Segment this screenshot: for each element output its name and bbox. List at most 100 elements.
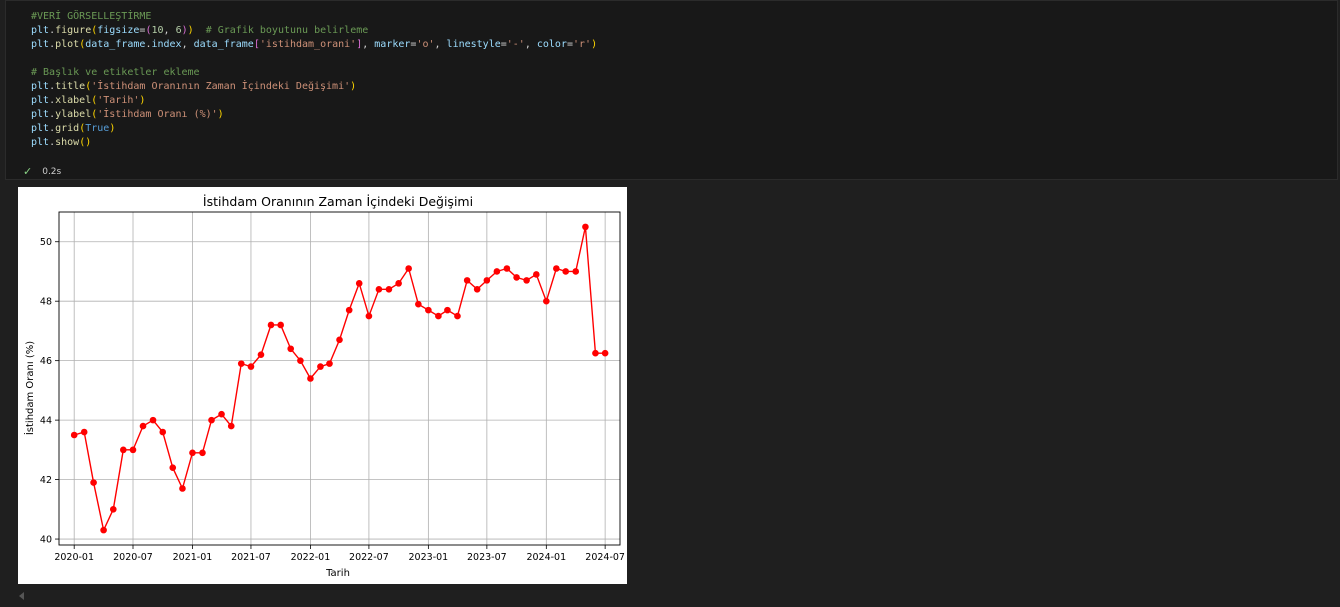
data-point [120,446,127,454]
code-token: show [55,137,80,148]
data-point [307,375,314,382]
code-token: ( [85,81,92,92]
x-axis-label: Tarih [325,568,350,579]
x-tick-label: 2024-01 [526,552,566,563]
data-point [129,446,137,454]
code-token: . [49,137,56,148]
code-token: 'o' [416,39,435,50]
data-point [454,312,461,320]
code-token: 'İstihdam Oranının Zaman İçindeki Değişi… [91,81,351,92]
data-point [237,360,245,367]
data-point [601,349,609,357]
code-token: 'istihdam_orani' [259,39,357,50]
code-token: plt [31,95,50,106]
data-point [109,506,117,513]
code-cell[interactable]: #VERİ GÖRSELLEŞTİRME plt.figure(figsize=(… [5,0,1338,180]
data-point [218,410,225,418]
x-tick-label: 2024-07 [585,552,625,563]
x-tick-label: 2021-01 [173,552,213,563]
code-token: , [181,39,194,50]
code-token: ) [217,109,224,120]
code-line: plt.show() [31,136,597,150]
data-point [533,271,540,278]
code-token: . [49,81,56,92]
code-token: . [49,123,56,134]
data-point [100,526,107,534]
y-tick-label: 46 [40,356,52,367]
code-token: ( [145,25,152,36]
data-point [444,306,451,314]
code-token: ) [181,25,188,36]
code-token: . [49,109,56,120]
data-point [425,306,432,314]
code-token: , [434,39,447,50]
code-token: '-' [506,39,525,50]
code-token: = [566,39,574,50]
data-point [523,277,530,284]
data-point [385,286,393,293]
code-line: #VERİ GÖRSELLEŞTİRME [31,10,597,24]
code-token: ( [79,123,86,134]
y-tick-label: 44 [40,416,52,427]
code-token: data_frame [85,39,146,50]
code-token: = [139,25,146,36]
data-point [139,422,147,430]
code-token: 'İstihdam Oranı (%)' [97,109,218,120]
code-token: . [49,95,56,106]
check-icon: ✓ [23,165,33,178]
code-editor[interactable]: #VERİ GÖRSELLEŞTİRME plt.figure(figsize=(… [31,10,597,150]
data-point [317,363,324,370]
y-tick-label: 50 [40,237,52,248]
x-tick-label: 2020-07 [113,552,153,563]
code-token: [ [253,39,260,50]
code-token: #VERİ GÖRSELLEŞTİRME [31,11,152,22]
data-point [562,268,570,275]
data-point [355,280,363,287]
data-point [543,297,550,305]
code-line: plt.xlabel('Tarih') [31,94,597,108]
scroll-left-icon[interactable] [19,592,24,600]
data-point [297,357,304,364]
execution-time: 0.2s [42,166,62,177]
data-point [483,277,491,284]
data-point [90,479,97,486]
code-line: plt.figure(figsize=(10, 6)) # Grafik boy… [31,24,597,38]
y-tick-label: 40 [40,535,52,546]
y-axis-label: İstihdam Oranı (%) [23,341,36,435]
data-point [572,268,580,275]
data-point [159,428,167,436]
data-point [473,286,481,293]
code-token: , [524,39,537,50]
data-point [553,265,560,272]
x-tick-label: 2020-01 [54,552,94,563]
y-tick-label: 48 [40,297,52,308]
y-tick-label: 42 [40,475,52,486]
data-point [336,336,343,344]
code-token: = [500,39,507,50]
code-token: ylabel [55,109,92,120]
code-token: ( [91,25,98,36]
line-chart: İstihdam Oranının Zaman İçindeki Değişim… [18,187,627,584]
code-token: 'r' [573,39,592,50]
code-token: 'Tarih' [97,95,140,106]
code-token: # Grafik boyutunu belirleme [193,25,369,36]
code-token: ) [591,39,598,50]
code-line: plt.plot(data_frame.index, data_frame['i… [31,38,597,52]
code-token: ) [139,95,146,106]
x-tick-label: 2021-07 [231,552,271,563]
code-token: ( [91,95,98,106]
code-token: linestyle [446,39,501,50]
data-point [70,431,78,439]
data-point [277,321,284,329]
chart-title: İstihdam Oranının Zaman İçindeki Değişim… [203,194,473,209]
code-line: plt.grid(True) [31,122,597,136]
code-token: plt [31,123,50,134]
code-token: plt [31,39,50,50]
code-token: plt [31,109,50,120]
code-token: figsize [97,25,140,36]
data-point [208,416,215,424]
code-token: ) [187,25,194,36]
data-point [435,312,442,320]
code-line: plt.title('İstihdam Oranının Zaman İçind… [31,80,597,94]
code-line: # Başlık ve etiketler ekleme [31,66,597,80]
